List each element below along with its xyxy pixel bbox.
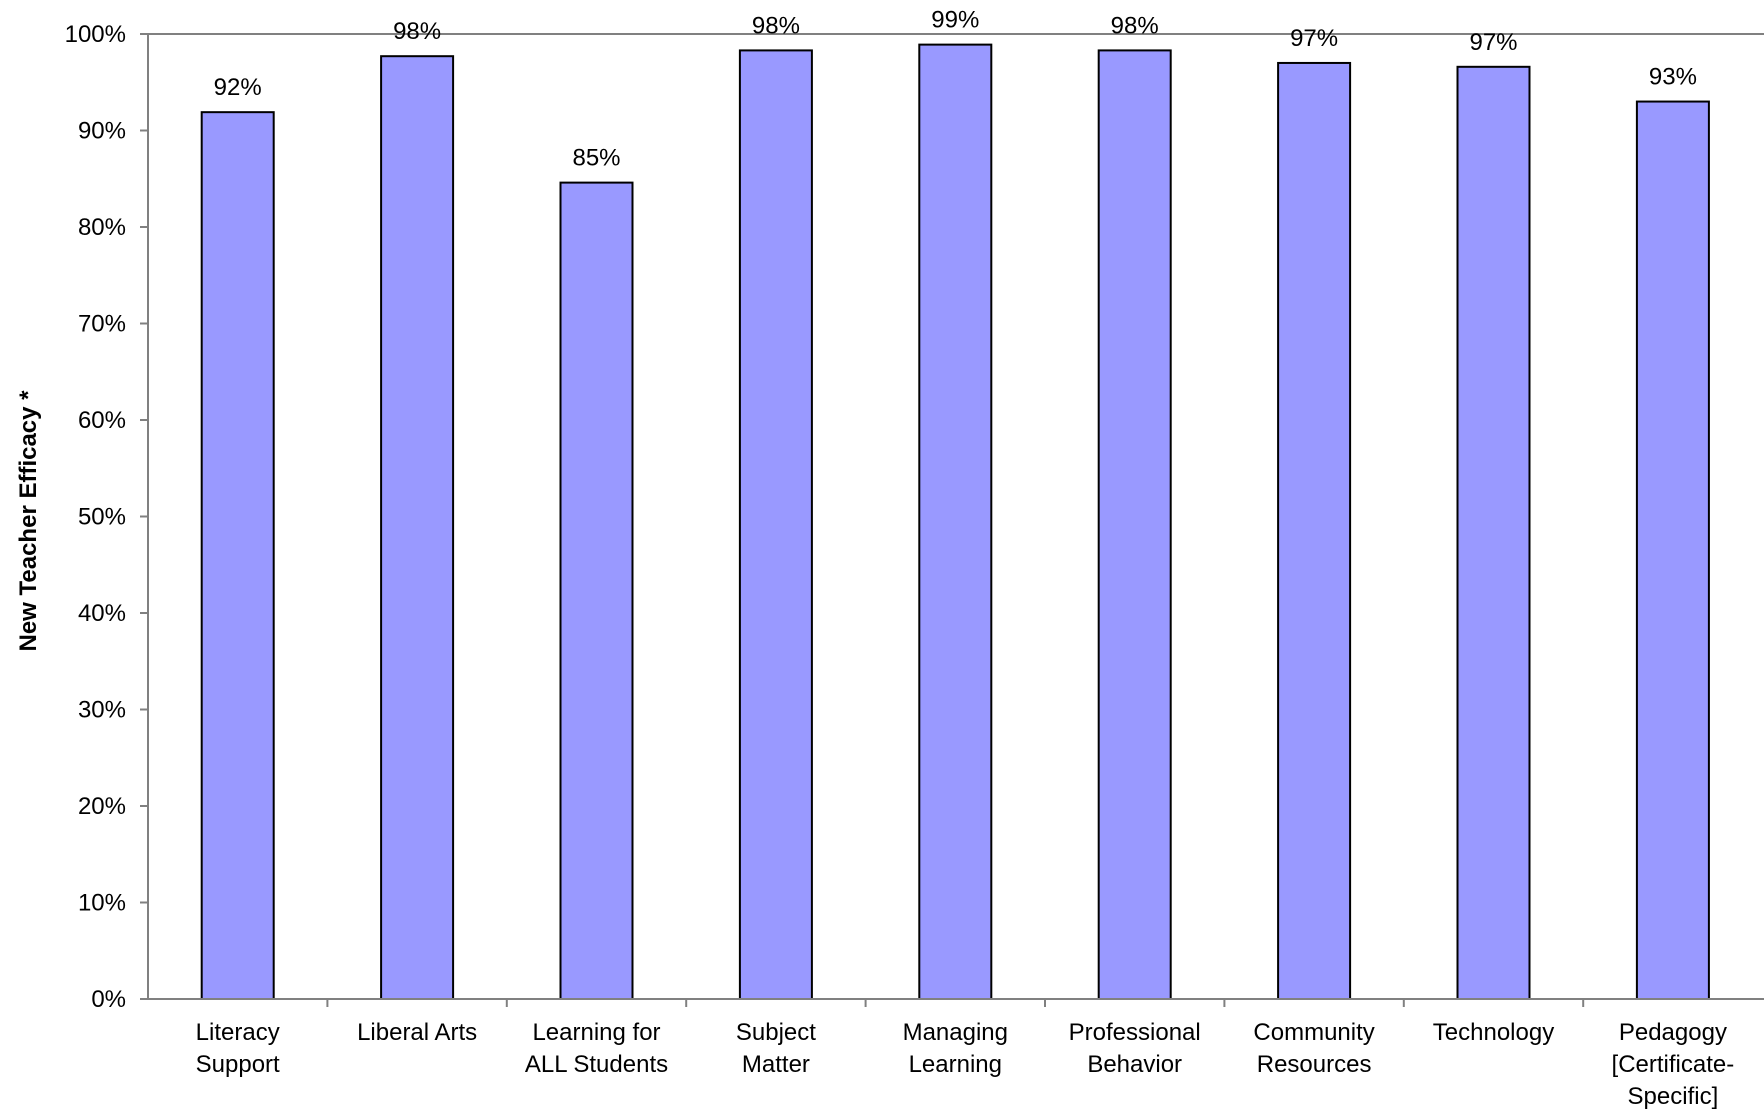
y-tick-label: 70% [78, 311, 126, 338]
x-tick-label: Technology [1433, 1019, 1554, 1046]
value-label: 98% [393, 18, 441, 45]
y-tick-label: 20% [78, 793, 126, 820]
y-tick-label: 30% [78, 697, 126, 724]
x-tick-label: Liberal Arts [357, 1019, 477, 1046]
bar [1456, 65, 1531, 1000]
value-label: 99% [931, 7, 979, 34]
bar [1635, 100, 1710, 1001]
value-label: 97% [1469, 29, 1517, 56]
value-label: 97% [1290, 25, 1338, 52]
y-tick-label: 80% [78, 214, 126, 241]
x-tick-label: Managing Learning [903, 1019, 1008, 1078]
x-tick-label: Community Resources [1253, 1019, 1374, 1078]
x-tick-label: Professional Behavior [1069, 1019, 1201, 1078]
x-ticks: Literacy Support Liberal Arts Learning for A… [196, 999, 1735, 1110]
bar [738, 49, 813, 1000]
x-tick-label: Pedagogy [Certificate-Specific] [1612, 1019, 1735, 1110]
y-tick-label: 60% [78, 407, 126, 434]
bar [1097, 49, 1172, 1000]
y-ticks: 0% 10% 20% 30% 40% 50% 60% 70% 80% 90% 100% [65, 21, 148, 1013]
value-label: 92% [214, 74, 262, 101]
bar [1277, 61, 1352, 1000]
bars [200, 43, 1710, 1001]
y-tick-label: 50% [78, 504, 126, 531]
y-tick-label: 10% [78, 890, 126, 917]
y-tick-label: 40% [78, 600, 126, 627]
bar [918, 43, 993, 1001]
value-label: 93% [1649, 64, 1697, 91]
x-tick-label: Subject Matter [736, 1019, 816, 1078]
bar [200, 111, 275, 1001]
y-tick-label: 0% [91, 986, 126, 1013]
x-tick-label: Literacy Support [196, 1019, 280, 1078]
y-tick-label: 90% [78, 118, 126, 145]
bar [380, 55, 455, 1000]
y-tick-label: 100% [65, 21, 126, 48]
y-axis-title: New Teacher Efficacy * [15, 390, 42, 652]
bar [559, 181, 634, 1001]
value-labels: 92% 98% 85% 98% 99% 98% 97% 97% 93% [214, 7, 1697, 172]
x-tick-label: Learning for ALL Students [525, 1019, 668, 1078]
value-label: 98% [1111, 12, 1159, 39]
value-label: 98% [752, 12, 800, 39]
value-label: 85% [572, 145, 620, 172]
